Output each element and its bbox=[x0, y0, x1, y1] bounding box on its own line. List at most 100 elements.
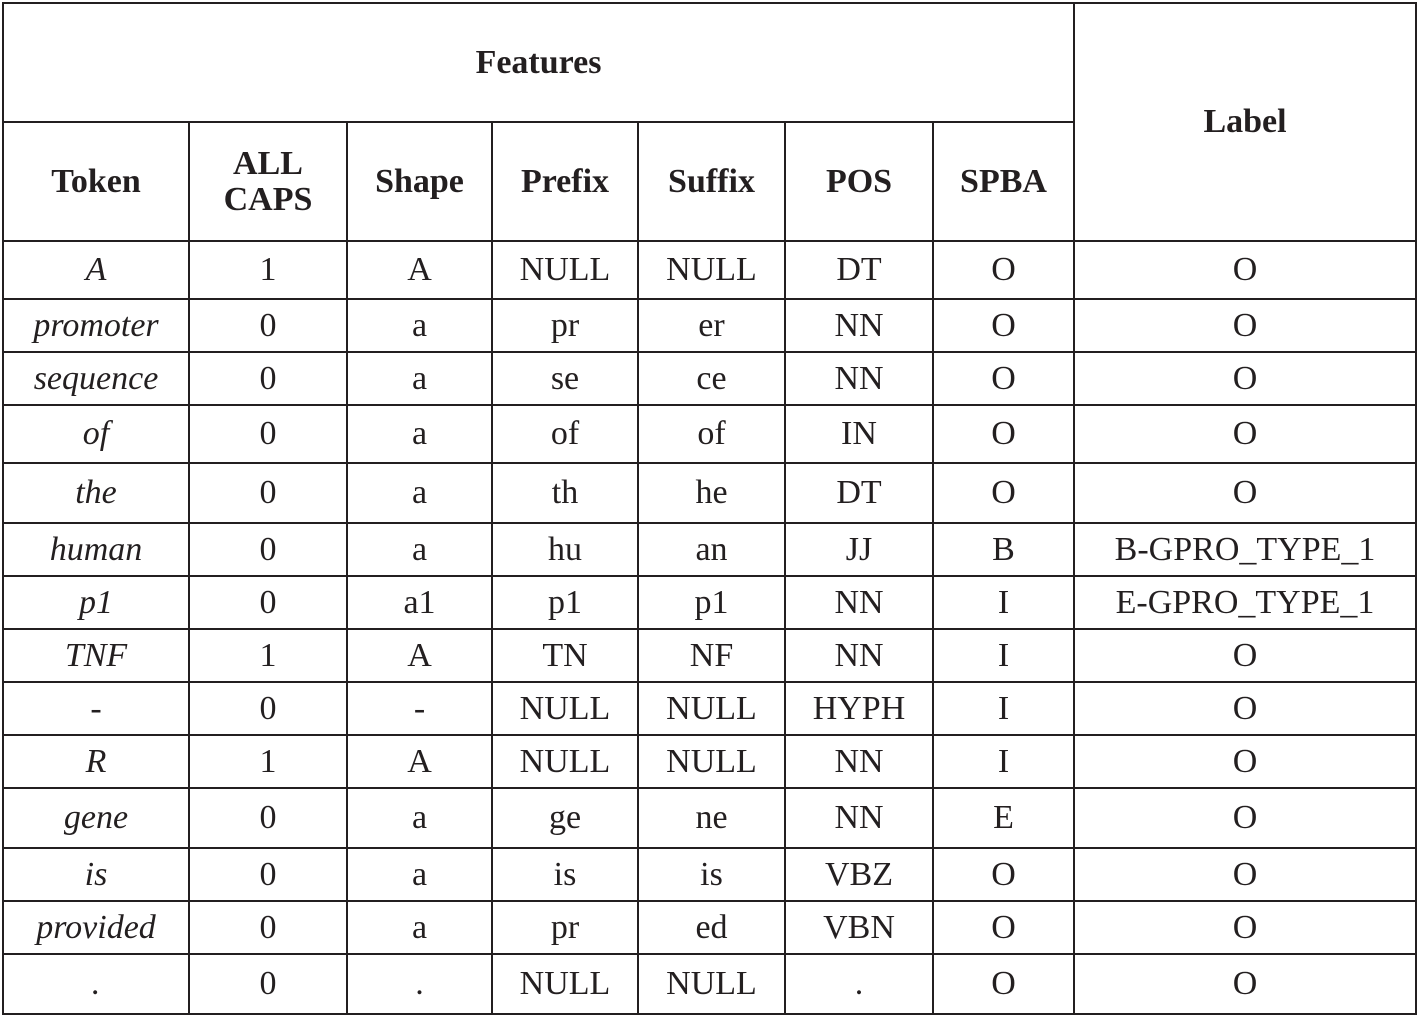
token-cell: p1 bbox=[2, 575, 190, 630]
suffix-cell: ed bbox=[637, 900, 786, 955]
table-row: is 0 a is is VBZ O O bbox=[2, 847, 1418, 902]
column-header-all-caps-line2: CAPS bbox=[223, 180, 313, 218]
spba-cell: I bbox=[931, 628, 1076, 683]
token-cell: is bbox=[2, 847, 190, 902]
spba-cell: O bbox=[931, 298, 1076, 353]
table-row: R 1 A NULL NULL NN I O bbox=[2, 734, 1418, 789]
suffix-cell: NULL bbox=[637, 734, 786, 789]
token-cell: provided bbox=[2, 900, 190, 955]
label-cell: O bbox=[1073, 298, 1418, 353]
column-header-pos: POS bbox=[784, 121, 934, 242]
spba-cell: B bbox=[931, 522, 1076, 577]
prefix-cell: th bbox=[491, 462, 639, 524]
shape-cell: - bbox=[346, 681, 493, 736]
table-row: -0- NULL NULL HYPH I O bbox=[2, 681, 1418, 736]
column-header-spba: SPBA bbox=[931, 121, 1076, 242]
pos-cell: VBN bbox=[784, 900, 934, 955]
token-cell: of bbox=[2, 404, 190, 464]
prefix-cell: pr bbox=[491, 298, 639, 353]
column-header-prefix: Prefix bbox=[491, 121, 639, 242]
prefix-cell: TN bbox=[491, 628, 639, 683]
pos-cell: DT bbox=[784, 240, 934, 300]
all-caps-cell: 1 bbox=[188, 628, 348, 683]
suffix-cell: an bbox=[637, 522, 786, 577]
pos-cell: VBZ bbox=[784, 847, 934, 902]
all-caps-cell: 0 bbox=[188, 787, 348, 849]
token-cell: TNF bbox=[2, 628, 190, 683]
token-cell: sequence bbox=[2, 351, 190, 406]
token-cell: gene bbox=[2, 787, 190, 849]
pos-cell: HYPH bbox=[784, 681, 934, 736]
token-cell: the bbox=[2, 462, 190, 524]
suffix-cell: NULL bbox=[637, 953, 786, 1015]
suffix-cell: NF bbox=[637, 628, 786, 683]
pos-cell: NN bbox=[784, 734, 934, 789]
table-row: . 0. NULL NULL. O O bbox=[2, 953, 1418, 1015]
pos-cell: NN bbox=[784, 787, 934, 849]
token-cell: R bbox=[2, 734, 190, 789]
pos-cell: JJ bbox=[784, 522, 934, 577]
label-cell: O bbox=[1073, 404, 1418, 464]
all-caps-cell: 1 bbox=[188, 734, 348, 789]
label-cell: O bbox=[1073, 351, 1418, 406]
all-caps-cell: 0 bbox=[188, 575, 348, 630]
label-cell: O bbox=[1073, 900, 1418, 955]
label-cell: E-GPRO_TYPE_1 bbox=[1073, 575, 1418, 630]
pos-cell: . bbox=[784, 953, 934, 1015]
prefix-cell: of bbox=[491, 404, 639, 464]
spba-cell: I bbox=[931, 734, 1076, 789]
prefix-cell: is bbox=[491, 847, 639, 902]
token-cell: A bbox=[2, 240, 190, 300]
all-caps-cell: 0 bbox=[188, 847, 348, 902]
shape-cell: a bbox=[346, 522, 493, 577]
column-header-shape: Shape bbox=[346, 121, 493, 242]
spba-cell: O bbox=[931, 462, 1076, 524]
shape-cell: a bbox=[346, 351, 493, 406]
label-cell: O bbox=[1073, 628, 1418, 683]
spba-cell: O bbox=[931, 404, 1076, 464]
spba-cell: O bbox=[931, 847, 1076, 902]
table-row: TNF 1 A TN NF NN I O bbox=[2, 628, 1418, 683]
table-row: sequence 0 a se ce NN O O bbox=[2, 351, 1418, 406]
shape-cell: a1 bbox=[346, 575, 493, 630]
column-header-all-caps-line1: ALL bbox=[233, 144, 303, 182]
all-caps-cell: 1 bbox=[188, 240, 348, 300]
all-caps-cell: 0 bbox=[188, 900, 348, 955]
suffix-cell: of bbox=[637, 404, 786, 464]
table-row: gene 0 a ge ne NN E O bbox=[2, 787, 1418, 849]
table-row: of 0 a of of IN O O bbox=[2, 404, 1418, 464]
prefix-cell: ge bbox=[491, 787, 639, 849]
token-cell: . bbox=[2, 953, 190, 1015]
shape-cell: . bbox=[346, 953, 493, 1015]
column-header-token: Token bbox=[2, 121, 190, 242]
all-caps-cell: 0 bbox=[188, 404, 348, 464]
label-cell: B-GPRO_TYPE_1 bbox=[1073, 522, 1418, 577]
token-cell: human bbox=[2, 522, 190, 577]
pos-cell: DT bbox=[784, 462, 934, 524]
table-row: A 1 A NULL NULL DT O O bbox=[2, 240, 1418, 300]
spba-cell: O bbox=[931, 240, 1076, 300]
prefix-cell: NULL bbox=[491, 681, 639, 736]
label-cell: O bbox=[1073, 734, 1418, 789]
token-cell: promoter bbox=[2, 298, 190, 353]
suffix-cell: he bbox=[637, 462, 786, 524]
table-row: promoter 0 a pr er NN O O bbox=[2, 298, 1418, 353]
spba-cell: O bbox=[931, 900, 1076, 955]
features-header: Features bbox=[1, 2, 1076, 123]
all-caps-cell: 0 bbox=[188, 522, 348, 577]
pos-cell: NN bbox=[784, 628, 934, 683]
prefix-cell: p1 bbox=[491, 575, 639, 630]
all-caps-cell: 0 bbox=[188, 953, 348, 1015]
spba-cell: E bbox=[931, 787, 1076, 849]
suffix-cell: NULL bbox=[637, 240, 786, 300]
pos-cell: NN bbox=[784, 298, 934, 353]
suffix-cell: p1 bbox=[637, 575, 786, 630]
prefix-cell: NULL bbox=[491, 734, 639, 789]
spba-cell: I bbox=[931, 681, 1076, 736]
spba-cell: O bbox=[931, 953, 1076, 1015]
shape-cell: A bbox=[346, 734, 493, 789]
all-caps-cell: 0 bbox=[188, 298, 348, 353]
spba-cell: O bbox=[931, 351, 1076, 406]
